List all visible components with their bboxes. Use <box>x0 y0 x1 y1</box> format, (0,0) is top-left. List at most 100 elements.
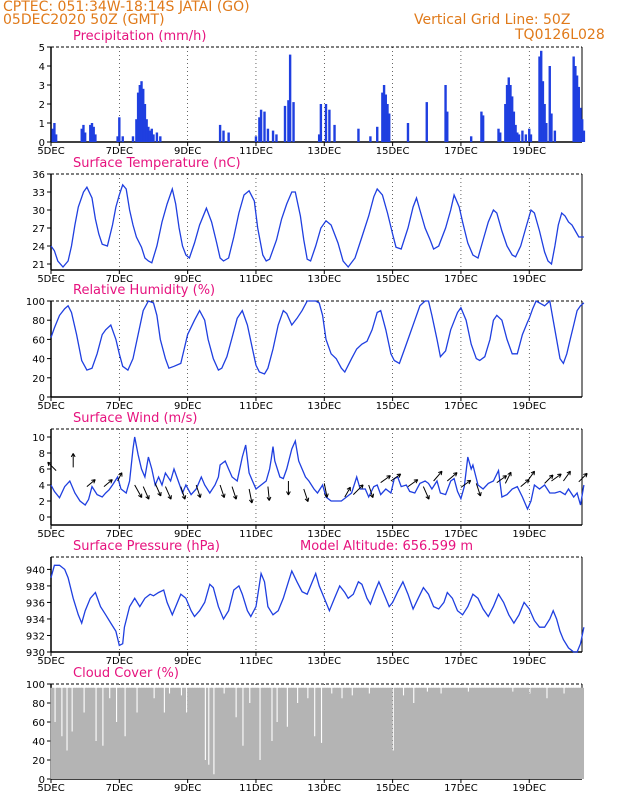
cloud-cover-bar <box>147 687 151 779</box>
wind-direction-arrow <box>70 453 76 468</box>
cloud-cover-bar <box>253 687 257 779</box>
cloud-cover-bar <box>272 687 275 779</box>
precipitation-bar <box>574 66 577 142</box>
precipitation-bar <box>89 124 92 142</box>
precipitation-x-tick-label: 19DEC <box>512 146 546 157</box>
precipitation-bar <box>548 66 551 142</box>
cloud-cover-bar <box>187 687 190 779</box>
precipitation-bar <box>504 104 507 142</box>
cloud-cover-bar <box>142 687 146 779</box>
pressure-y-tick-label: 940 <box>26 565 45 576</box>
cloud-cover-bar <box>200 687 204 779</box>
pressure-y-tick-label: 930 <box>26 648 45 659</box>
cloud-cover-bar <box>50 687 53 779</box>
precipitation-bar <box>553 130 557 142</box>
cloud-cover-bar <box>132 687 135 779</box>
cloud-cover-bar <box>429 687 432 779</box>
precipitation-bar <box>499 132 502 142</box>
cloud-cover-bar <box>70 731 74 779</box>
pressure-series-line <box>50 564 585 653</box>
cloud-cover-bar <box>557 687 561 779</box>
cloud-cover-bar <box>106 687 110 779</box>
cloud-cover-bar <box>579 687 583 779</box>
cloud-cover-bar <box>375 687 378 779</box>
wind-x-tick-label: 5DEC <box>37 529 64 540</box>
wind-x-tick-label: 19DEC <box>512 529 546 540</box>
cloud-cover-bar <box>88 687 91 779</box>
cloud-cover-bar <box>53 722 57 779</box>
cloud-cover-bar <box>250 687 253 779</box>
pressure-x-tick-label: 13DEC <box>307 656 341 667</box>
cloud-cover-bar <box>281 687 284 779</box>
temperature-x-tick-label: 9DEC <box>174 274 201 285</box>
precipitation-x-tick-label: 5DEC <box>37 146 64 157</box>
cloud-cover-bar <box>125 687 128 779</box>
cloud-cover-bar <box>556 687 559 779</box>
precipitation-x-tick-label: 13DEC <box>307 146 341 157</box>
cloud-cover-bar <box>426 691 429 779</box>
wind-y-tick-label: 2 <box>39 497 45 508</box>
humidity-x-tick-label: 9DEC <box>174 401 201 412</box>
precipitation-bar <box>131 136 135 142</box>
wind-title: Surface Wind (m/s) <box>73 411 198 426</box>
precipitation-bar <box>425 102 428 142</box>
temperature-y-tick-label: 36 <box>32 170 45 181</box>
wind-direction-arrow <box>219 484 226 498</box>
wind-direction-arrow <box>86 479 96 487</box>
cloud-cover-bar <box>180 695 183 779</box>
wind-x-tick-label: 9DEC <box>174 529 201 540</box>
cloud-cover-bar <box>409 687 412 779</box>
cloud-cover-bar <box>361 687 364 779</box>
wind-direction-arrow <box>231 486 238 500</box>
cloud-cover-bar <box>450 687 453 779</box>
cloud-cover-bar <box>275 722 279 779</box>
cloud-cover-bar <box>323 687 327 779</box>
cloud-cover-bar <box>282 687 286 779</box>
cloud-cover-bar <box>376 687 380 779</box>
precipitation-bar <box>148 130 152 142</box>
precipitation-bar <box>481 115 485 142</box>
precipitation-bar <box>271 130 275 142</box>
precipitation-y-tick-label: 5 <box>39 43 45 54</box>
cloud-cover-bar <box>173 687 176 779</box>
cloud-cover-bar <box>129 687 132 779</box>
cloud-cover-bar <box>499 687 503 779</box>
cloud-cover-bar <box>359 687 362 779</box>
cloud-cover-bar <box>434 687 438 779</box>
cloud-cover-bar <box>472 687 475 779</box>
cloud-cover-bar <box>260 687 263 779</box>
cloud-cover-bar <box>506 687 509 779</box>
cloud-cover-bar <box>373 687 376 779</box>
wind-direction-arrow <box>286 481 291 496</box>
cloud-cover-bar <box>316 687 320 779</box>
cloud-cover-bar <box>552 687 555 779</box>
cloud-cover-bar <box>74 687 77 779</box>
cloud-cover-bar <box>573 687 576 779</box>
precipitation-x-tick-label: 11DEC <box>239 146 273 157</box>
cloud-cover-bar <box>528 693 532 779</box>
cloud-cover-bar <box>318 687 321 779</box>
cloud-cover-bar <box>274 687 277 779</box>
temperature-title: Surface Temperature (nC) <box>73 156 241 171</box>
pressure-x-tick-label: 15DEC <box>376 656 410 667</box>
precipitation-bar <box>143 104 147 142</box>
wind-direction-arrow <box>551 473 562 482</box>
precipitation-bar <box>138 85 142 142</box>
cloud-cover-y-tick-label: 0 <box>39 775 45 786</box>
cloud-cover-bar <box>468 687 472 779</box>
precipitation-bar <box>54 134 58 142</box>
humidity-x-tick-label: 13DEC <box>307 401 341 412</box>
temperature-x-tick-label: 11DEC <box>239 274 273 285</box>
wind-direction-arrow <box>390 473 402 482</box>
cloud-cover-bar <box>265 687 269 779</box>
cloud-cover-x-tick-label: 13DEC <box>307 783 341 794</box>
cloud-cover-bar <box>146 687 149 779</box>
cloud-cover-bar <box>245 687 248 779</box>
precipitation-bar <box>266 128 270 142</box>
cloud-cover-bar <box>443 687 446 779</box>
humidity-series-line <box>50 299 585 375</box>
pressure-x-tick-label: 17DEC <box>444 656 478 667</box>
precipitation-bar <box>357 128 360 142</box>
cloud-cover-bar <box>564 687 567 779</box>
cloud-cover-bar <box>313 736 316 779</box>
